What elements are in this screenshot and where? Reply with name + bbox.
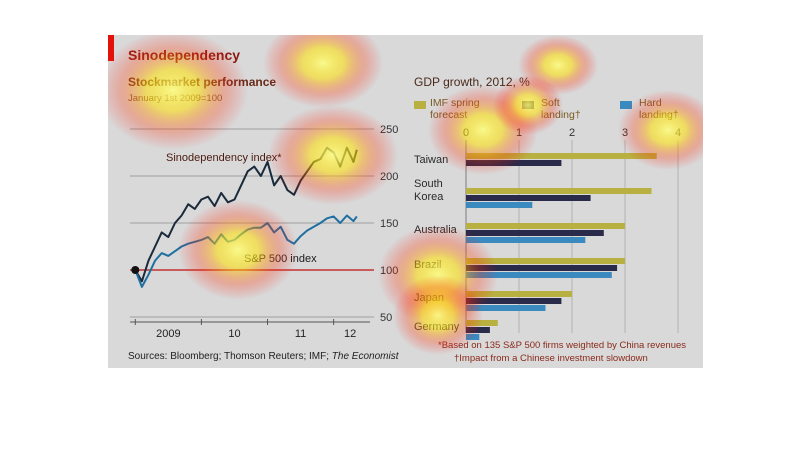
start-point-marker bbox=[131, 266, 140, 274]
bar-2-2 bbox=[466, 237, 586, 243]
legend-swatch-imf bbox=[414, 101, 426, 109]
sources-note: Sources: Bloomberg; Thomson Reuters; IMF… bbox=[128, 351, 399, 362]
category-label: Brazil bbox=[414, 259, 442, 271]
bar-0-0 bbox=[466, 153, 657, 159]
category-label: Australia bbox=[414, 224, 457, 236]
bar-3-2 bbox=[466, 272, 612, 278]
bar-4-2 bbox=[466, 305, 546, 311]
x-tick-label-12: 12 bbox=[344, 328, 356, 340]
x-tick-label-11: 11 bbox=[295, 328, 306, 340]
category-label: Germany bbox=[414, 321, 460, 333]
bar-5-0 bbox=[466, 320, 498, 326]
bar-4-1 bbox=[466, 298, 562, 304]
bar-4-0 bbox=[466, 291, 572, 297]
bar-0-1 bbox=[466, 160, 562, 166]
footnote-2: †Impact from a Chinese investment slowdo… bbox=[454, 353, 648, 364]
category-label: South Korea bbox=[414, 178, 444, 203]
bar-3-0 bbox=[466, 258, 625, 264]
bar-2-0 bbox=[466, 223, 625, 229]
infographic: Sinodependency Stockmarket performance J… bbox=[108, 35, 703, 368]
category-label: Taiwan bbox=[414, 154, 449, 166]
footnote-1: *Based on 135 S&P 500 firms weighted by … bbox=[438, 340, 687, 351]
x-tick-label-2009: 2009 bbox=[156, 328, 180, 340]
series-label-sinodependency: Sinodependency index* bbox=[166, 152, 282, 164]
bar-1-2 bbox=[466, 202, 533, 208]
category-label: Japan bbox=[414, 292, 444, 304]
bar-5-1 bbox=[466, 327, 490, 333]
bar-2-1 bbox=[466, 230, 604, 236]
bar-chart: 0 1 2 3 4 bbox=[463, 127, 681, 340]
bar-1-0 bbox=[466, 188, 652, 194]
bar-3-1 bbox=[466, 265, 618, 271]
sources-text: Sources: Bloomberg; Thomson Reuters; IMF… bbox=[128, 351, 332, 362]
x-tick-label-0: 0 bbox=[463, 127, 469, 139]
bar-1-1 bbox=[466, 195, 591, 201]
x-tick-label-10: 10 bbox=[228, 328, 240, 340]
x-tick-label-3: 3 bbox=[622, 127, 628, 139]
x-tick-label-4: 4 bbox=[675, 127, 681, 139]
x-tick-label-1: 1 bbox=[516, 127, 522, 139]
sources-italic: The Economist bbox=[331, 351, 399, 362]
x-tick-label-2: 2 bbox=[569, 127, 575, 139]
